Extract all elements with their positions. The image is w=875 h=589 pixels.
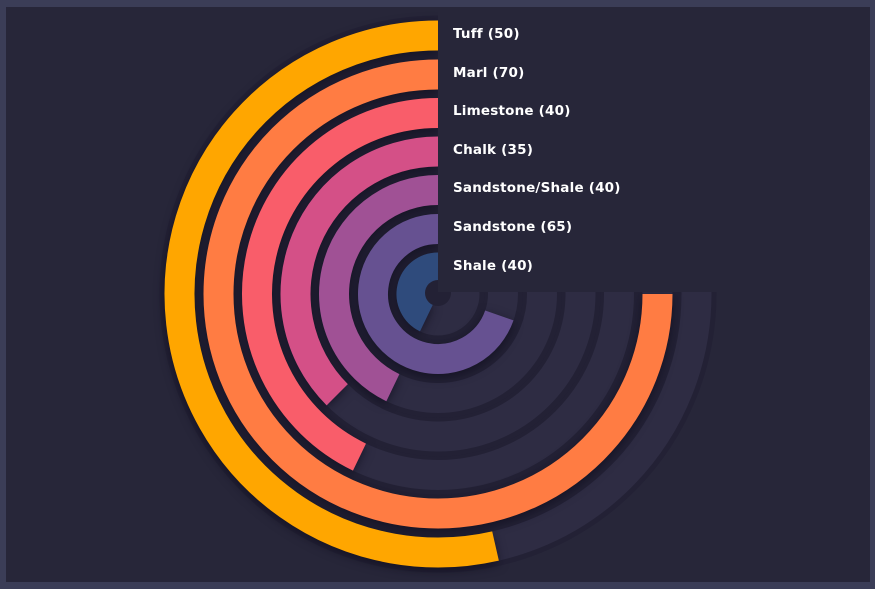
ring-label-sandstone: Sandstone (65) — [453, 219, 573, 235]
ring-arc-limestone[interactable] — [242, 98, 439, 471]
ring-arc-sandstone-shale[interactable] — [319, 175, 439, 402]
ring-label-marl: Marl (70) — [453, 64, 525, 81]
ring-arc-marl[interactable] — [203, 59, 673, 529]
ring-label-chalk: Chalk (35) — [453, 141, 534, 158]
ring-label-sandstone-shale: Sandstone/Shale (40) — [453, 180, 621, 196]
label-backdrop — [438, 7, 870, 292]
ring-label-tuff: Tuff (50) — [453, 25, 520, 42]
ring-arc-shale[interactable] — [396, 252, 440, 332]
ring-label-shale: Shale (40) — [453, 257, 534, 274]
ring-arc-sandstone[interactable] — [358, 214, 514, 374]
ring-arc-chalk[interactable] — [280, 136, 439, 406]
ring-arcs — [164, 20, 673, 568]
ring-label-limestone: Limestone (40) — [453, 103, 571, 119]
ring-arc-tuff[interactable] — [164, 20, 499, 568]
